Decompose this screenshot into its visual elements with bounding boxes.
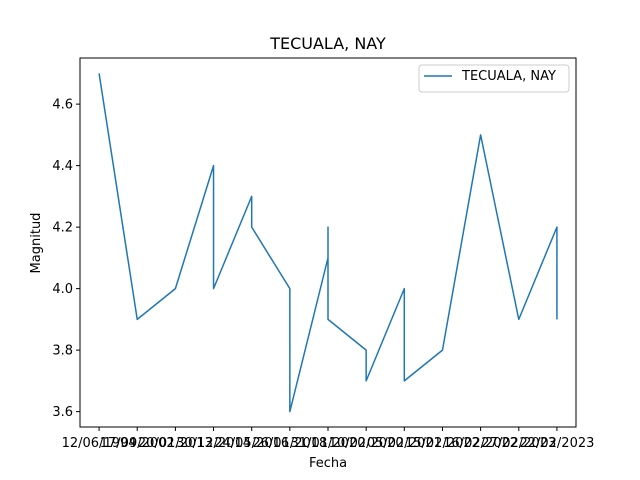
y-tick-label: 4.2 — [52, 221, 73, 236]
y-tick-label: 3.8 — [52, 344, 73, 359]
x-tick-label: 10/02/2020 — [329, 436, 404, 451]
legend: TECUALA, NAY — [418, 64, 570, 93]
x-tick-label: 05/02/2021 — [367, 436, 442, 451]
x-tick-label: 24/05/2016 — [214, 436, 289, 451]
x-tick-label: 12/06/1994 — [62, 436, 137, 451]
chart-title: TECUALA, NAY — [269, 34, 386, 53]
x-tick-label: 15/02/2022 — [405, 436, 480, 451]
plot-area — [98, 73, 558, 413]
y-tick-label: 4.6 — [52, 98, 73, 113]
axes-frame — [79, 57, 577, 428]
x-axis: 12/06/199417/09/200220/01/201330/12/2014… — [62, 427, 594, 451]
series-line-0 — [98, 73, 558, 413]
x-tick-label: 31/01/2020 — [291, 436, 366, 451]
x-tick-label: 26/01/2018 — [252, 436, 327, 451]
y-tick-label: 4.0 — [52, 282, 73, 297]
y-axis-label: Magnitud — [29, 213, 44, 274]
y-tick-label: 3.6 — [52, 405, 73, 420]
x-tick-label: 16/02/2022 — [443, 436, 518, 451]
y-tick-label: 4.4 — [52, 159, 73, 174]
x-tick-label: 22/02/2023 — [519, 436, 594, 451]
y-axis: 3.6 3.8 4.0 4.2 4.4 4.6 — [52, 98, 80, 420]
x-tick-label: 17/09/2002 — [100, 436, 175, 451]
legend-box — [418, 64, 570, 93]
x-tick-label: 27/02/2023 — [481, 436, 556, 451]
x-tick-label: 30/12/2014 — [176, 436, 251, 451]
x-tick-label: 20/01/2013 — [138, 436, 213, 451]
legend-label: TECUALA, NAY — [461, 69, 556, 84]
x-axis-label: Fecha — [309, 456, 347, 471]
